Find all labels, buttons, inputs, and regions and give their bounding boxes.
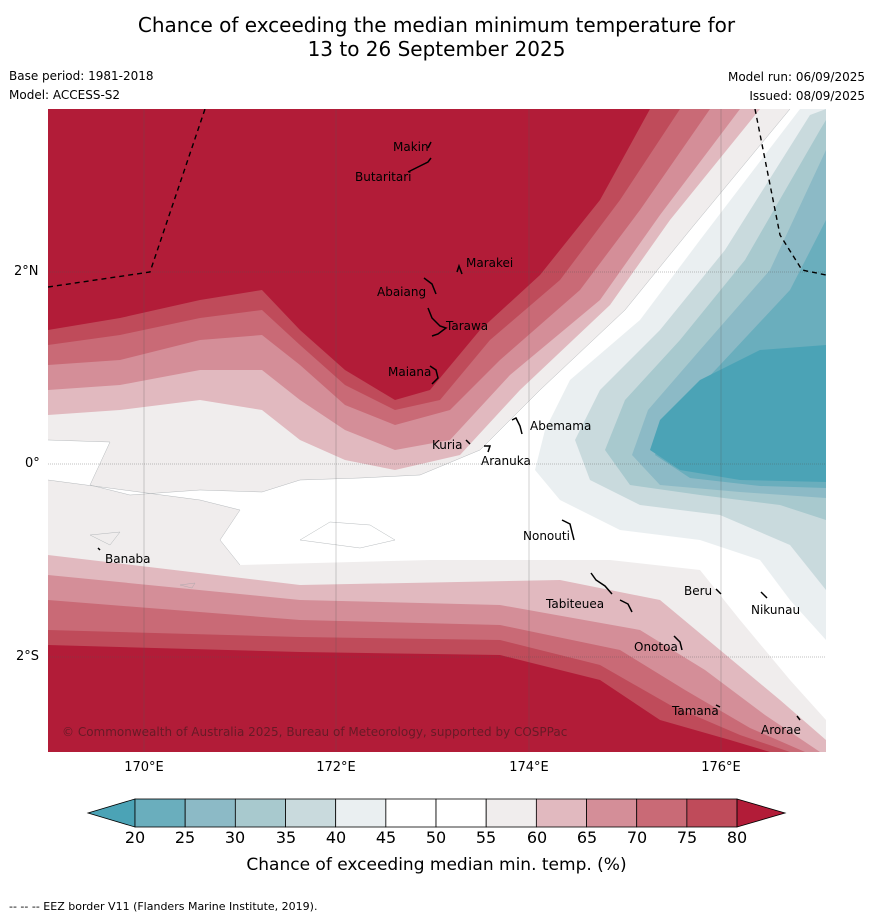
island-label-tamana: Tamana — [671, 704, 719, 718]
island-label-abemama: Abemama — [530, 419, 591, 433]
lon-label-170e: 170°E — [124, 760, 164, 775]
lon-label-176e: 176°E — [701, 760, 741, 775]
lat-label-equator: 0° — [25, 456, 40, 471]
island-label-beru: Beru — [684, 584, 712, 598]
island-label-abaiang: Abaiang — [377, 285, 426, 299]
colorbar-cell — [184, 798, 236, 828]
colorbar-tick: 55 — [475, 828, 497, 847]
contour-lines — [48, 109, 791, 589]
eez-footnote: -- -- -- EEZ border V11 (Flanders Marine… — [9, 900, 318, 913]
colorbar-cell — [535, 798, 587, 828]
colorbar-tick: 20 — [124, 828, 146, 847]
lat-label-2n: 2°N — [14, 264, 39, 279]
colorbar-cell — [435, 798, 487, 828]
colorbar-label: Chance of exceeding median min. temp. (%… — [246, 855, 627, 875]
lon-label-172e: 172°E — [316, 760, 356, 775]
issued-text: Issued: 08/09/2025 — [749, 89, 865, 103]
colorbar-cell — [686, 798, 738, 828]
band-below-20 — [650, 345, 826, 482]
colorbar-cell — [586, 798, 638, 828]
colorbar-extend-low — [86, 798, 136, 828]
latitude-lines — [48, 271, 826, 658]
lat-label-2s: 2°S — [16, 649, 40, 664]
island-label-tabiteuea: Tabiteuea — [545, 597, 604, 611]
colorbar-tick: 80 — [726, 828, 748, 847]
island-label-nikunau: Nikunau — [751, 603, 800, 617]
island-label-banaba: Banaba — [105, 552, 151, 566]
colorbar-tick: 70 — [626, 828, 648, 847]
base-period-text: Base period: 1981-2018 — [9, 69, 154, 83]
model-text: Model: ACCESS-S2 — [9, 88, 121, 102]
island-label-makin: Makin — [393, 140, 429, 154]
colorbar-cell — [234, 798, 286, 828]
copyright-notice: © Commonwealth of Australia 2025, Bureau… — [62, 725, 567, 739]
colorbar-tick: 40 — [325, 828, 347, 847]
map-title-line-1: Chance of exceeding the median minimum t… — [137, 13, 736, 37]
lon-label-174e: 174°E — [509, 760, 549, 775]
island-label-tarawa: Tarawa — [445, 319, 488, 333]
colorbar-tick: 65 — [576, 828, 598, 847]
colorbar-extend-high — [736, 798, 787, 828]
island-label-maiana: Maiana — [388, 365, 431, 379]
graticule — [143, 109, 722, 752]
colorbar-tick: 75 — [676, 828, 698, 847]
island-outlines — [97, 141, 801, 721]
island-label-marakei: Marakei — [466, 256, 513, 270]
map-title-line-2: 13 to 26 September 2025 — [307, 37, 566, 61]
colorbar-cell — [335, 798, 387, 828]
colorbar-tick: 35 — [275, 828, 297, 847]
island-label-nonouti: Nonouti — [523, 529, 570, 543]
eez-border — [48, 109, 826, 288]
colorbar-tick: 50 — [425, 828, 447, 847]
island-label-onotoa: Onotoa — [634, 640, 678, 654]
probability-map: Makin Butaritari Marakei Abaiang Tarawa … — [48, 109, 826, 752]
colorbar-tick: 30 — [224, 828, 246, 847]
model-run-text: Model run: 06/09/2025 — [727, 70, 865, 84]
colorbar-cell — [285, 798, 337, 828]
band-55-60 — [48, 109, 826, 740]
colorbar-cell — [485, 798, 537, 828]
colorbar-tick: 60 — [526, 828, 548, 847]
island-label-arorae: Arorae — [761, 723, 801, 737]
colorbar — [86, 798, 787, 828]
island-label-aranuka: Aranuka — [481, 454, 531, 468]
island-label-kuria: Kuria — [432, 438, 463, 452]
colorbar-tick: 25 — [174, 828, 196, 847]
colorbar-cell — [134, 798, 186, 828]
colorbar-cell — [636, 798, 688, 828]
colorbar-cell — [385, 798, 437, 828]
colorbar-tick: 45 — [375, 828, 397, 847]
island-label-butaritari: Butaritari — [355, 170, 412, 184]
